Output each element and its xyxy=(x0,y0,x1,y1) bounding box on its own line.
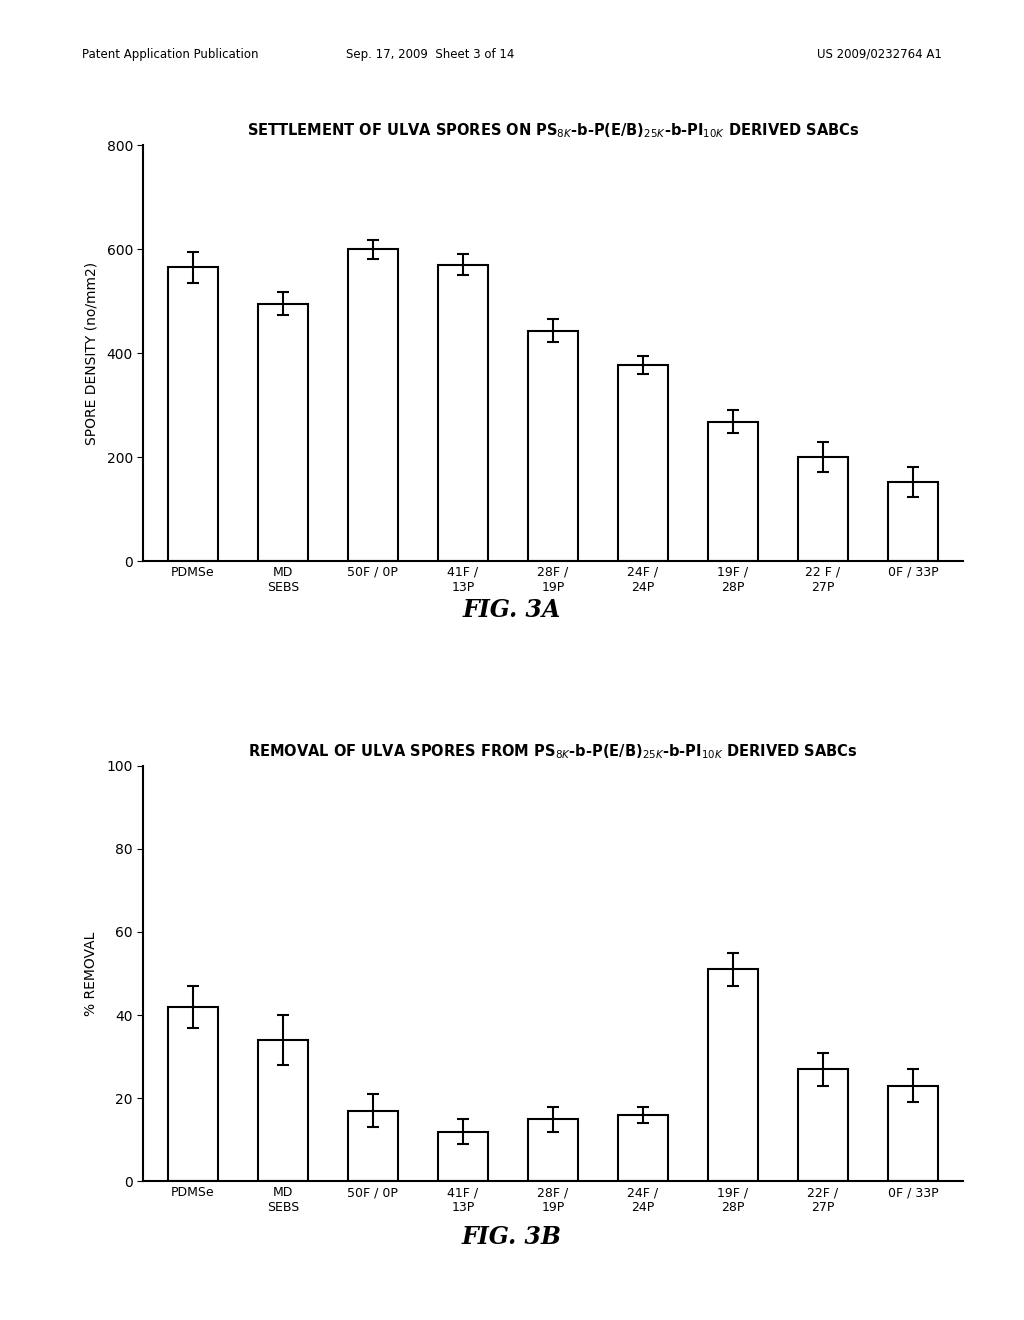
Bar xyxy=(168,268,218,561)
Text: Sep. 17, 2009  Sheet 3 of 14: Sep. 17, 2009 Sheet 3 of 14 xyxy=(346,48,514,61)
Bar xyxy=(888,482,938,561)
Text: US 2009/0232764 A1: US 2009/0232764 A1 xyxy=(817,48,942,61)
Y-axis label: % REMOVAL: % REMOVAL xyxy=(84,932,98,1015)
Bar xyxy=(258,1040,307,1181)
Bar xyxy=(258,304,307,561)
Bar xyxy=(438,1131,487,1181)
Bar xyxy=(618,1115,668,1181)
Title: SETTLEMENT OF ULVA SPORES ON PS$_{8K}$-b-P(E/B)$_{25K}$-b-PI$_{10K}$ DERIVED SAB: SETTLEMENT OF ULVA SPORES ON PS$_{8K}$-b… xyxy=(247,121,859,140)
Bar xyxy=(348,1110,397,1181)
Text: FIG. 3B: FIG. 3B xyxy=(462,1225,562,1249)
Text: FIG. 3A: FIG. 3A xyxy=(463,598,561,622)
Text: Patent Application Publication: Patent Application Publication xyxy=(82,48,258,61)
Bar xyxy=(709,421,758,561)
Bar xyxy=(528,1119,578,1181)
Bar xyxy=(799,1069,848,1181)
Bar xyxy=(618,366,668,561)
Bar xyxy=(888,1086,938,1181)
Y-axis label: SPORE DENSITY (no/mm2): SPORE DENSITY (no/mm2) xyxy=(84,261,98,445)
Title: REMOVAL OF ULVA SPORES FROM PS$_{8K}$-b-P(E/B)$_{25K}$-b-PI$_{10K}$ DERIVED SABC: REMOVAL OF ULVA SPORES FROM PS$_{8K}$-b-… xyxy=(248,742,858,760)
Bar xyxy=(709,969,758,1181)
Bar xyxy=(168,1007,218,1181)
Bar xyxy=(348,249,397,561)
Bar xyxy=(528,331,578,561)
Bar xyxy=(799,457,848,561)
Bar xyxy=(438,265,487,561)
